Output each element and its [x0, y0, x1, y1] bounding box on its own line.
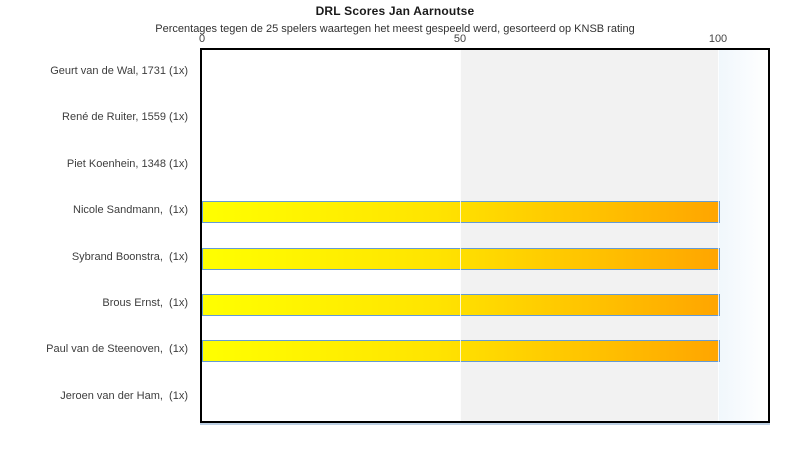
category-labels: Geurt van de Wal, 1731 (1x) René de Ruite… [0, 48, 188, 423]
category-label: Jeroen van der Ham, (1x) [60, 389, 188, 402]
bar-row-7 [202, 340, 720, 363]
category-label: Nicole Sandmann, (1x) [73, 204, 188, 217]
plot-area [200, 48, 770, 423]
chart-title: DRL Scores Jan Aarnoutse [315, 4, 475, 18]
x-tick-label-0: 0 [198, 33, 206, 45]
x-tick-label-50: 50 [453, 33, 467, 45]
highlight-band-50-100 [460, 50, 718, 421]
bar-row-4 [202, 201, 720, 224]
category-label: Geurt van de Wal, 1731 (1x) [50, 65, 188, 77]
x-axis: 0 50 100 [198, 33, 770, 47]
category-label: Sybrand Boonstra, (1x) [71, 250, 188, 263]
gridline-100 [718, 50, 719, 421]
chart-subtitle: Percentages tegen de 25 spelers waartege… [155, 23, 635, 35]
category-label: Piet Koenhein, 1348 (1x) [66, 157, 188, 170]
category-label: Brous Ernst, (1x) [102, 296, 188, 309]
category-label: Paul van de Steenoven, (1x) [46, 343, 188, 356]
fade-band-right [718, 50, 768, 421]
bar-row-5 [202, 247, 720, 270]
category-label: René de Ruiter, 1559 (1x) [62, 111, 188, 124]
bar-row-6 [202, 294, 720, 317]
gridline-50 [460, 50, 461, 421]
x-tick-label-100: 100 [708, 33, 728, 45]
